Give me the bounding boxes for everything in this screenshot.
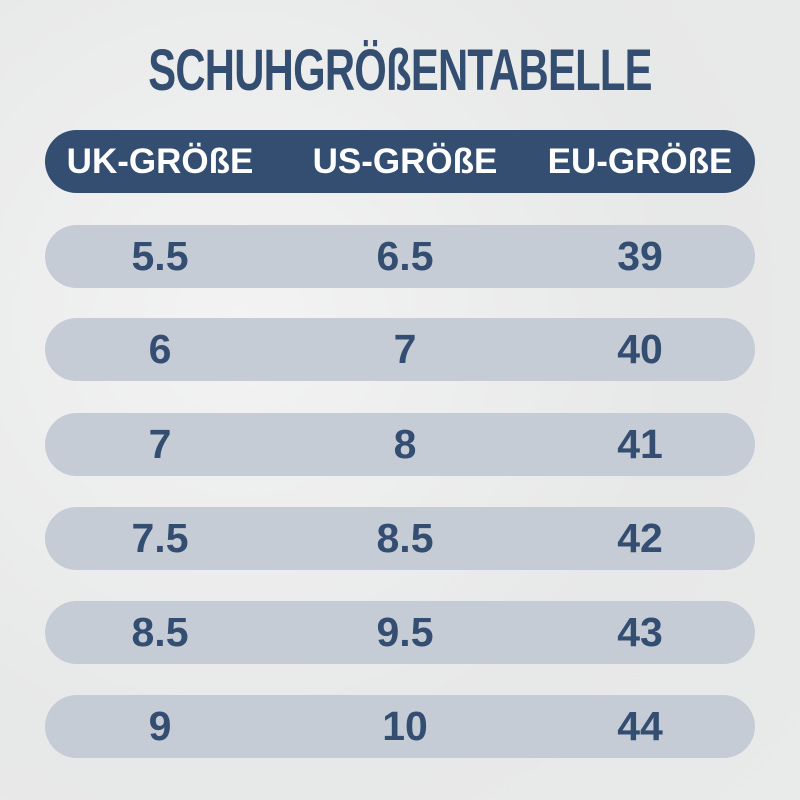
table-row: 9 10 44	[45, 695, 755, 758]
table-row: 8.5 9.5 43	[45, 601, 755, 664]
cell-uk: 6	[148, 326, 172, 372]
cell-us: 8	[393, 421, 417, 467]
table-row: 7 8 41	[45, 413, 755, 476]
page-title: SCHUHGRÖßENTABELLE	[148, 38, 652, 103]
cell-eu: 44	[617, 703, 663, 749]
cell-uk: 7	[148, 421, 172, 467]
cell-us: 6.5	[376, 233, 434, 279]
cell-uk: 9	[148, 703, 172, 749]
table-row: 5.5 6.5 39	[45, 225, 755, 288]
table-header: UK-GRÖßE US-GRÖßE EU-GRÖßE	[45, 130, 755, 193]
cell-us: 9.5	[376, 609, 434, 655]
cell-us: 7	[393, 326, 417, 372]
cell-us: 10	[382, 703, 428, 749]
table-row: 6 7 40	[45, 318, 755, 381]
cell-eu: 42	[617, 515, 663, 561]
column-header-eu: EU-GRÖßE	[547, 142, 733, 181]
cell-eu: 40	[617, 326, 663, 372]
column-header-us: US-GRÖßE	[312, 142, 498, 181]
column-header-uk: UK-GRÖßE	[66, 142, 254, 181]
cell-uk: 5.5	[131, 233, 189, 279]
cell-eu: 41	[617, 421, 663, 467]
cell-eu: 39	[617, 233, 663, 279]
cell-eu: 43	[617, 609, 663, 655]
table-row: 7.5 8.5 42	[45, 507, 755, 570]
cell-uk: 8.5	[131, 609, 189, 655]
cell-us: 8.5	[376, 515, 434, 561]
cell-uk: 7.5	[131, 515, 189, 561]
